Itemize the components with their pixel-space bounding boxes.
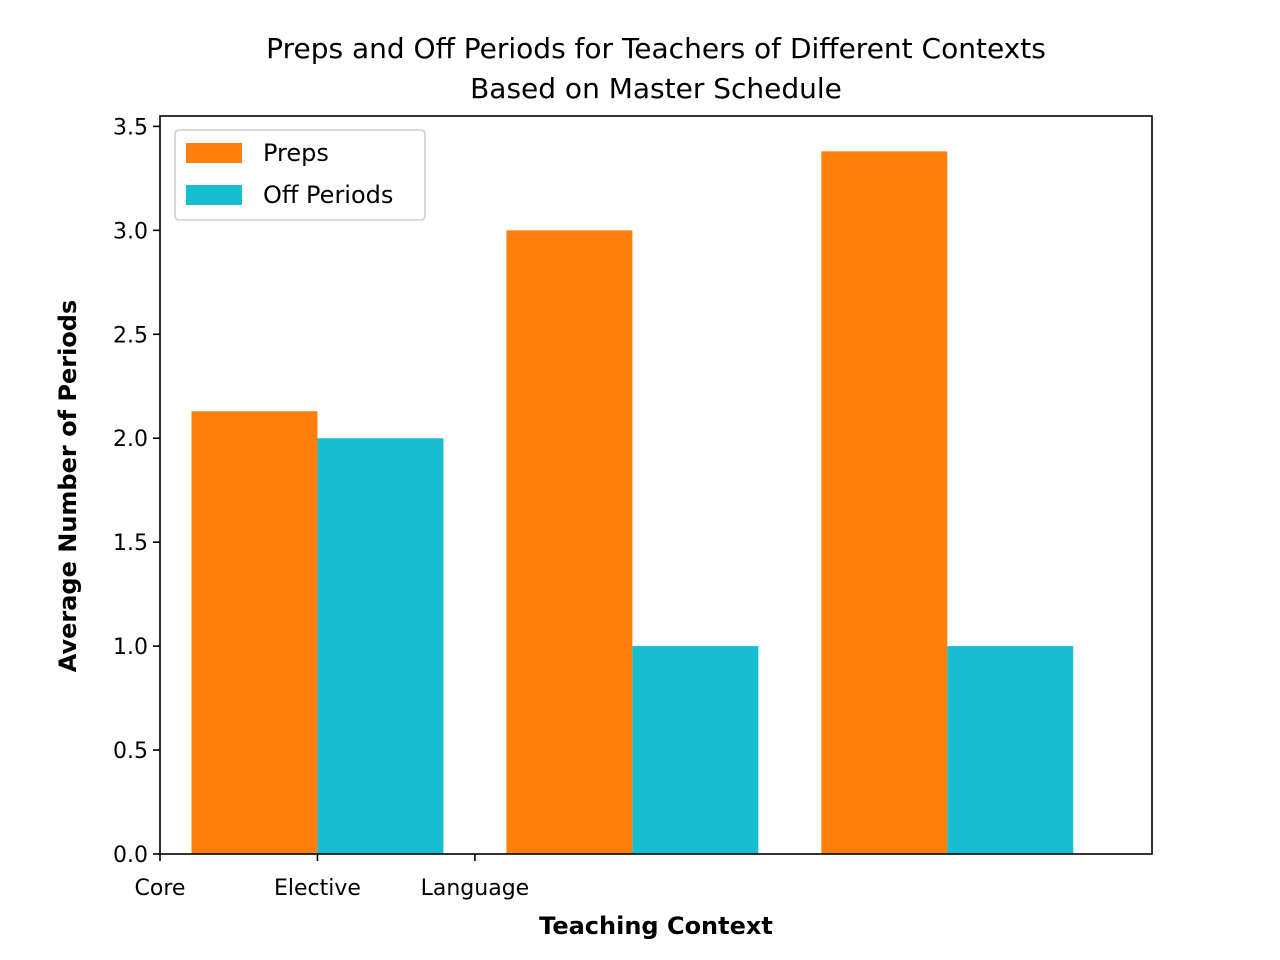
legend-swatch-preps	[186, 143, 242, 163]
x-tick-label-language: Language	[421, 876, 530, 901]
y-tick-label-0: 0.0	[113, 843, 148, 868]
y-axis-label: Average Number of Periods	[54, 300, 82, 672]
bar-preps-2	[821, 151, 948, 855]
y-tick-label-7: 3.5	[113, 115, 148, 140]
x-tick-label-core: Core	[135, 876, 186, 901]
plot-frame	[159, 115, 1153, 855]
y-tick-label-6: 3.0	[113, 219, 148, 244]
y-tick-label-3: 1.5	[113, 531, 148, 556]
x-axis: Core Elective Language	[135, 854, 530, 901]
legend-label-off-periods: Off Periods	[263, 181, 393, 209]
x-tick-label-elective: Elective	[274, 876, 361, 901]
bar-off-periods-2	[947, 646, 1074, 854]
bar-preps-0	[191, 411, 318, 854]
y-tick-label-1: 0.5	[113, 739, 148, 764]
bar-off-periods-1	[632, 646, 759, 854]
bars-group	[191, 151, 1074, 855]
chart-title: Preps and Off Periods for Teachers of Di…	[266, 32, 1046, 65]
legend-label-preps: Preps	[263, 139, 329, 167]
bar-preps-1	[506, 230, 633, 855]
y-tick-label-4: 2.0	[113, 427, 148, 452]
y-tick-label-2: 1.0	[113, 635, 148, 660]
y-tick-label-5: 2.5	[113, 323, 148, 348]
y-axis: 0.0 0.5 1.0 1.5 2.0 2.5 3.0 3.5	[113, 115, 160, 868]
x-axis-label: Teaching Context	[539, 912, 773, 940]
legend-swatch-off-periods	[186, 185, 242, 205]
legend: Preps Off Periods	[174, 129, 426, 221]
chart-subtitle: Based on Master Schedule	[470, 72, 842, 105]
bar-off-periods-0	[317, 438, 444, 854]
